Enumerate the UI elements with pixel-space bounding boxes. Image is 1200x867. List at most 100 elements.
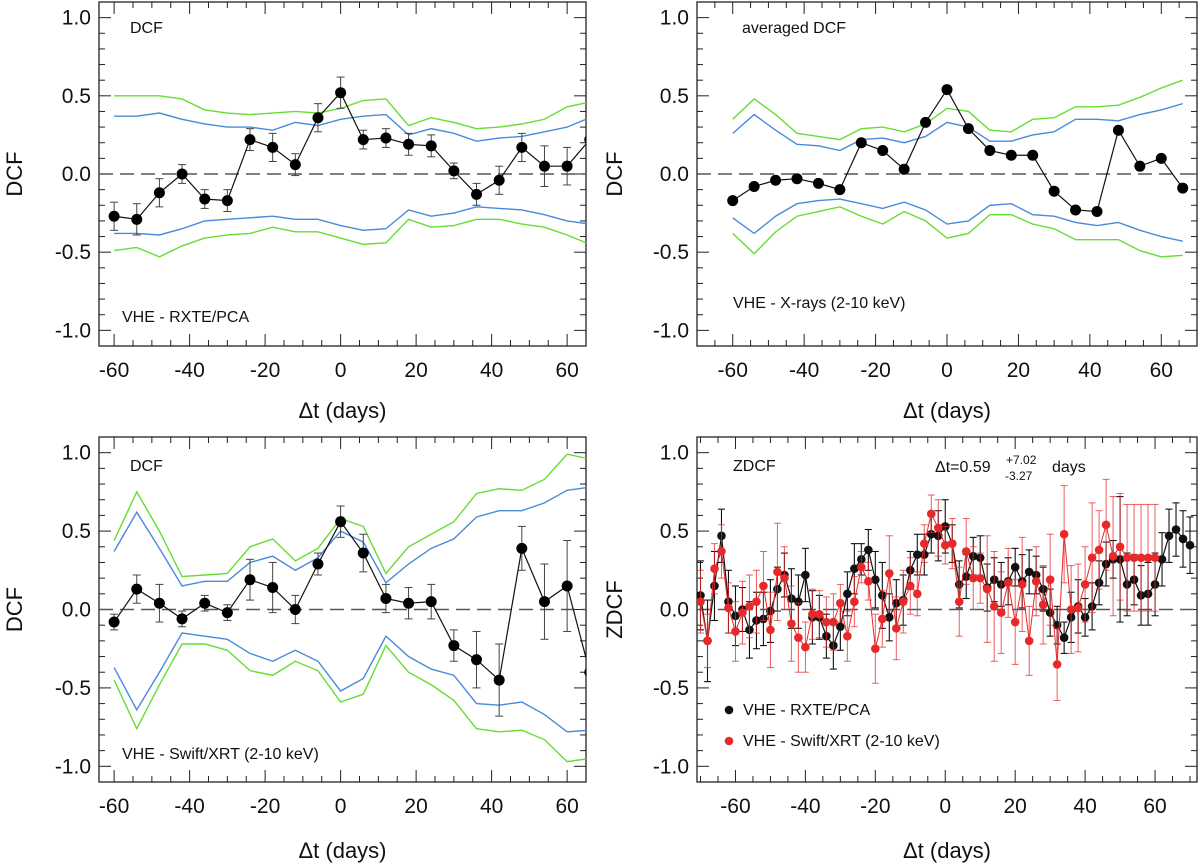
legend-label: VHE - Swift/XRT (2-10 keV) xyxy=(743,733,940,750)
dcf-point xyxy=(1048,185,1060,197)
rxte-pca-point xyxy=(850,564,859,574)
dcf-point xyxy=(267,582,279,594)
dcf-point xyxy=(335,516,347,528)
dcf-point xyxy=(962,123,974,135)
dcf-point xyxy=(748,181,760,193)
dcf-point xyxy=(153,597,165,609)
swift-xrt-point xyxy=(829,617,838,627)
swift-xrt-point xyxy=(1045,575,1055,585)
swift-xrt-point xyxy=(731,627,740,636)
dcf-point xyxy=(941,84,953,96)
dcf-point xyxy=(791,173,803,185)
y-tick-label: 0.5 xyxy=(62,520,91,543)
confidence-band-lower-99- xyxy=(732,206,1183,258)
dcf-point xyxy=(538,160,550,172)
x-axis-label: Δt (days) xyxy=(903,838,991,863)
legend-label: VHE - RXTE/PCA xyxy=(743,702,870,719)
dcf-point xyxy=(312,558,324,570)
x-tick-label: -20 xyxy=(250,795,280,818)
dcf-point xyxy=(267,141,279,153)
swift-xrt-point xyxy=(885,569,894,578)
swift-xrt-point xyxy=(905,581,915,591)
swift-xrt-point xyxy=(982,584,992,594)
swift-xrt-point xyxy=(1073,603,1083,613)
swift-xrt-point xyxy=(954,597,964,606)
swift-xrt-point xyxy=(815,609,824,619)
swift-xrt-point xyxy=(919,539,929,548)
panel-label: DCF xyxy=(130,458,163,475)
dcf-point xyxy=(538,596,550,608)
swift-xrt-point xyxy=(1122,553,1132,563)
x-tick-label: -40 xyxy=(790,795,820,818)
dcf-point xyxy=(1155,152,1167,164)
swift-xrt-point xyxy=(1108,551,1118,561)
swift-xrt-point xyxy=(878,614,887,624)
x-tick-label: 20 xyxy=(404,359,427,382)
dcf-point xyxy=(1070,204,1082,216)
dcf-point xyxy=(153,187,165,199)
y-tick-label: 0.0 xyxy=(62,599,91,622)
swift-xrt-point xyxy=(1101,520,1111,530)
x-tick-label: -20 xyxy=(860,795,890,818)
dcf-line xyxy=(732,88,1184,213)
dcf-point xyxy=(516,141,528,153)
pair-label: VHE - X-rays (2-10 keV) xyxy=(733,295,905,312)
plot-area xyxy=(727,79,1189,258)
dcf-point xyxy=(312,112,324,124)
x-tick-label: 40 xyxy=(480,795,503,818)
swift-xrt-point xyxy=(1038,600,1048,610)
dcf-point xyxy=(493,674,505,686)
rxte-pca-point xyxy=(1010,562,1020,572)
swift-xrt-point xyxy=(926,509,936,519)
x-tick-label: 60 xyxy=(555,359,578,382)
swift-xrt-point xyxy=(1115,542,1125,552)
pair-label: VHE - Swift/XRT (2-10 keV) xyxy=(122,746,319,763)
rxte-pca-point xyxy=(1059,633,1069,643)
swift-xrt-point xyxy=(892,624,901,633)
swift-xrt-point xyxy=(773,567,782,577)
swift-xrt-point xyxy=(857,562,866,572)
swift-xrt-point xyxy=(745,602,754,611)
dcf-point xyxy=(855,137,867,149)
y-tick-label: 1.0 xyxy=(62,7,91,30)
swift-xrt-point xyxy=(864,576,873,586)
swift-xrt-point xyxy=(961,547,971,556)
swift-xrt-point xyxy=(717,547,726,556)
panel-bottom-left: 1.0 0.5 0.0 -0.5 -1.0 -60 -40 -20 0 20 40 60 Δt (day… xyxy=(2,436,587,863)
dcf-point xyxy=(221,607,233,619)
dcf-point xyxy=(380,132,392,144)
swift-xrt-point xyxy=(724,603,733,613)
confidence-band-upper-95- xyxy=(114,112,586,142)
swift-xrt-point xyxy=(1017,580,1027,589)
dcf-point xyxy=(770,174,782,186)
dcf-point xyxy=(403,597,415,609)
x-tick-label: 0 xyxy=(335,359,347,382)
confidence-band-upper-99- xyxy=(113,453,586,578)
dcf-point xyxy=(898,163,910,175)
y-axis-label: DCF xyxy=(602,151,627,196)
lag-result-annotation: Δt=0.59 xyxy=(935,459,991,476)
dcf-point xyxy=(920,116,932,128)
x-tick-label: -20 xyxy=(250,359,280,382)
dcf-point xyxy=(727,195,739,207)
x-tick-label: -60 xyxy=(99,795,129,818)
swift-xrt-point xyxy=(794,633,803,643)
dcf-point xyxy=(1091,206,1103,218)
dcf-point xyxy=(289,159,301,171)
confidence-band-lower-95- xyxy=(113,632,586,733)
y-tick-label: 0.0 xyxy=(62,163,91,186)
dcf-point xyxy=(561,160,573,172)
dcf-point xyxy=(244,134,256,146)
y-tick-label: -0.5 xyxy=(653,677,689,700)
dcf-point xyxy=(493,174,505,186)
x-tick-label: -40 xyxy=(174,795,204,818)
panel-label: DCF xyxy=(130,20,163,37)
x-tick-label: 20 xyxy=(404,795,427,818)
plot-area xyxy=(108,76,586,258)
rxte-pca-point xyxy=(885,613,894,622)
swift-xrt-point xyxy=(996,608,1006,617)
swift-xrt-point xyxy=(759,581,768,591)
dcf-point xyxy=(131,213,143,225)
swift-xrt-point xyxy=(801,642,810,652)
